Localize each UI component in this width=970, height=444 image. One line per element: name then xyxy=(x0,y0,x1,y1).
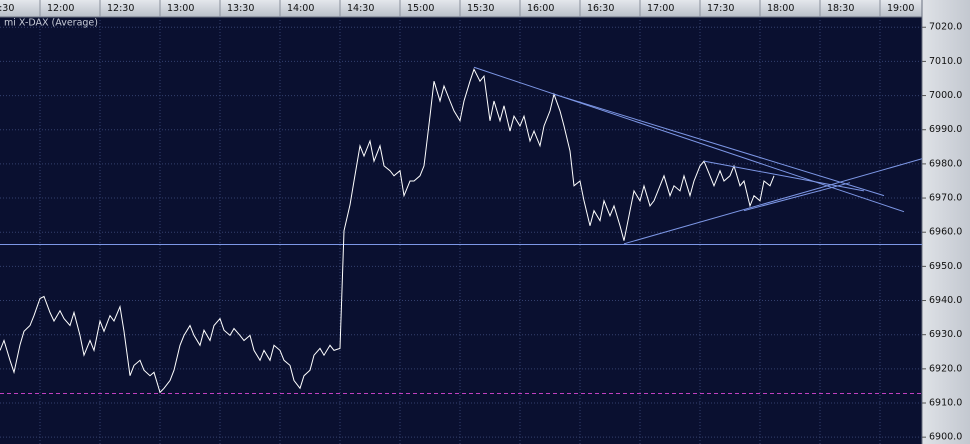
x-tick-label: 14:30 xyxy=(347,3,374,14)
x-tick-label: 17:30 xyxy=(707,3,734,14)
x-tick-label: 18:00 xyxy=(767,3,794,14)
x-tick-label: 16:30 xyxy=(587,3,614,14)
y-tick-label: 6920.0 xyxy=(929,363,962,374)
x-tick-label: 12:30 xyxy=(107,3,134,14)
y-tick-label: 6990.0 xyxy=(929,124,962,135)
price-line xyxy=(0,68,775,394)
x-tick-label: 16:00 xyxy=(527,3,554,14)
y-tick-label: 7010.0 xyxy=(929,56,962,67)
x-tick-label: 19:00 xyxy=(887,3,914,14)
plot xyxy=(0,17,922,444)
y-tick-label: 6970.0 xyxy=(929,193,962,204)
y-tick-label: 6940.0 xyxy=(929,295,962,306)
y-tick-label: 6960.0 xyxy=(929,227,962,238)
y-tick-label: 6900.0 xyxy=(929,432,962,443)
trend-line xyxy=(743,182,851,212)
y-tick-label: 6980.0 xyxy=(929,158,962,169)
trend-line xyxy=(553,93,885,197)
trend-line xyxy=(623,158,922,245)
y-tick-label: 6950.0 xyxy=(929,261,962,272)
x-tick-label: 17:00 xyxy=(647,3,674,14)
legend-label: mi X-DAX (Average) xyxy=(4,18,98,29)
x-tick-label: 13:30 xyxy=(227,3,254,14)
x-tick-label: 13:00 xyxy=(167,3,194,14)
x-tick-label: 11:30 xyxy=(0,3,14,14)
x-tick-label: 14:00 xyxy=(287,3,314,14)
x-tick-label: 12:00 xyxy=(47,3,74,14)
x-tick-label: 18:30 xyxy=(827,3,854,14)
value-axis-bar xyxy=(922,0,970,444)
x-tick-label: 15:00 xyxy=(407,3,434,14)
x-tick-label: 15:30 xyxy=(467,3,494,14)
y-tick-label: 6910.0 xyxy=(929,398,962,409)
time-axis-bar xyxy=(0,0,970,17)
y-tick-label: 7000.0 xyxy=(929,90,962,101)
y-tick-label: 6930.0 xyxy=(929,329,962,340)
y-tick-label: 7020.0 xyxy=(929,22,962,33)
